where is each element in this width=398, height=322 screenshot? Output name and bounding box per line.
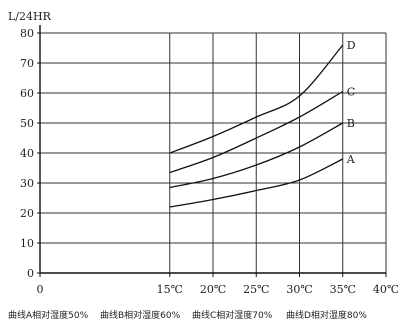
- x-tick-label: 0: [37, 283, 44, 296]
- x-tick-label: 40℃: [373, 283, 398, 296]
- y-tick-label: 40: [20, 147, 34, 160]
- y-tick-label: 10: [20, 237, 34, 250]
- legend-entry: 曲线C相对湿度70%: [192, 309, 273, 321]
- series-group: A B C D: [169, 39, 356, 208]
- x-tick-label: 20℃: [200, 283, 226, 296]
- y-tick-label: 70: [20, 57, 34, 70]
- series-label-d: D: [347, 39, 356, 52]
- y-tick-label: 60: [20, 87, 34, 100]
- series-label-b: B: [347, 117, 355, 130]
- grid: [40, 32, 387, 273]
- y-tick-label: 50: [20, 117, 34, 130]
- y-tick-label: 30: [20, 177, 34, 190]
- axes: [37, 25, 387, 277]
- x-tick-label: 35℃: [330, 283, 356, 296]
- series-line-c: [169, 90, 344, 174]
- legend-entry: 曲线B相对湿度60%: [100, 309, 181, 321]
- legend-entry: 曲线A相对湿度50%: [8, 309, 89, 321]
- y-tick-label: 0: [27, 267, 34, 280]
- y-axis-unit-label: L/24HR: [8, 10, 52, 23]
- legend: 曲线A相对湿度50% 曲线B相对湿度60% 曲线C相对湿度70% 曲线D相对湿度80%: [8, 309, 367, 321]
- x-tick-label: 30℃: [286, 283, 312, 296]
- y-tick-label: 80: [20, 27, 34, 40]
- series-label-c: C: [347, 86, 355, 99]
- series-line-b: [169, 122, 344, 189]
- series-label-a: A: [346, 153, 356, 166]
- series-line-a: [169, 158, 344, 208]
- series-line-d: [169, 44, 344, 154]
- y-tick-label: 20: [20, 207, 34, 220]
- legend-entry: 曲线D相对湿度80%: [286, 309, 367, 321]
- tick-labels: 0 10 20 30 40 50 60 70 80 0 15℃ 20℃ 25℃ 30℃ 35℃ 40℃: [20, 27, 398, 296]
- x-tick-label: 25℃: [243, 283, 269, 296]
- x-tick-label: 15℃: [157, 283, 183, 296]
